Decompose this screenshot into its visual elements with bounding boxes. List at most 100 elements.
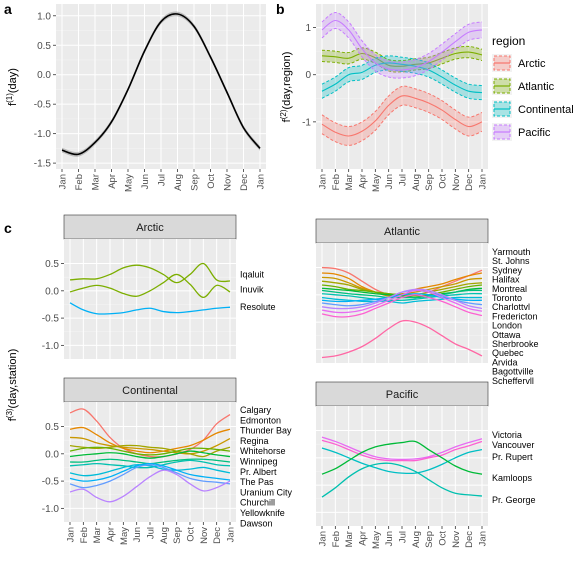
station-label: Winnipeg — [240, 457, 278, 467]
facet-continental-xtick-label: May — [119, 527, 130, 545]
station-label: Sherbrooke — [492, 339, 539, 349]
facet-strip-pacific — [315, 381, 489, 407]
facet-strip-continental — [63, 377, 237, 403]
legend-label-arctic: Arctic — [518, 58, 546, 70]
station-label: Pr. Rupert — [492, 452, 533, 462]
panel-a-xtick-label: Nov — [223, 174, 234, 191]
panel-b-ytick-label: 1 — [305, 23, 311, 34]
station-label: Inuvik — [240, 285, 264, 295]
facet-line-bagottville — [321, 294, 483, 318]
legend-label-pacific: Pacific — [518, 127, 551, 139]
station-label: Montreal — [492, 284, 527, 294]
panel-a-xtick-label: Jan — [256, 174, 267, 189]
facet-lines-atlantic — [321, 266, 483, 359]
panel-b-line-arctic — [321, 95, 483, 137]
facet-pacific-xtick-label: Apr — [358, 531, 369, 546]
facet-yticks-continental: -1.0 -0.5 0.0 0.5 — [42, 422, 64, 515]
facet-pacific-xtick-label: Oct — [438, 531, 449, 546]
panel-a-xtick-label: Jan — [58, 174, 69, 189]
facet-pacific-xtick-label: Aug — [411, 531, 422, 548]
panel-a-ytick-label: -0.5 — [34, 100, 52, 111]
panel-a-xticks: Jan Feb Mar Apr May Jun Jul Aug Sep Oct Nov Dec Jan — [58, 169, 267, 192]
station-label: St. Johns — [492, 256, 530, 266]
facet-xticks-pacific: Jan Feb Mar Apr May Jun Jul Aug Sep Oct Nov Dec Jan — [318, 526, 489, 549]
legend-label-atlantic: Atlantic — [518, 81, 555, 93]
facet-continental-xtick-label: Jan — [226, 527, 237, 542]
facet-arctic-ytick-label: 0.0 — [45, 286, 59, 297]
panel-b-line-continental — [321, 62, 483, 94]
panel-b-xtick-label: Nov — [451, 174, 462, 191]
station-label: Thunder Bay — [240, 426, 292, 436]
facet-pacific-xtick-label: Jan — [478, 531, 489, 546]
facet-line-kamloops — [321, 440, 483, 475]
facet-pacific-xtick-label: Jul — [398, 531, 409, 543]
panel-b-xtick-label: Jan — [318, 174, 329, 189]
legend-key-arctic — [492, 54, 512, 72]
station-label: Yarmouth — [492, 247, 530, 257]
panel-b-xtick-label: Apr — [358, 174, 369, 189]
facet-arctic-ytick-label: -1.0 — [42, 341, 60, 352]
panel-b-xticks: Jan Feb Mar Apr May Jun Jul Aug Sep Oct Nov Dec Jan — [318, 169, 489, 192]
panel-b-marks — [321, 11, 483, 146]
facet-line-dawson — [69, 469, 231, 503]
facet-continental-xtick-label: Nov — [199, 527, 210, 544]
panel-a-xtick-label: Sep — [190, 174, 201, 191]
facet-continental-ytick-label: 0.0 — [45, 449, 59, 460]
facet-continental-xtick-label: Dec — [212, 527, 223, 544]
panel-b-xtick-label: Oct — [438, 174, 449, 189]
facet-pacific-xtick-label: Jun — [384, 531, 395, 546]
facet-xticks-continental: Jan Feb Mar Apr May Jun Jul Aug Sep Oct Nov Dec Jan — [66, 522, 237, 545]
legend: region Arctic Atlantic Continental Pacific — [492, 34, 574, 141]
facet-line-vancouver — [321, 439, 483, 462]
facet-strip-label-continental: Continental — [122, 385, 178, 397]
facet-line-london — [321, 296, 482, 304]
panel-b-yticks: -1 0 1 — [302, 23, 316, 128]
facet-line-the-pas — [69, 459, 231, 469]
panel-a-ytick-label: -1.0 — [34, 129, 52, 140]
panel-a-grid — [56, 4, 266, 169]
panel-a-xtick-label: Aug — [173, 174, 184, 191]
station-label: Regina — [240, 436, 269, 446]
facet-line-winnipeg — [69, 450, 231, 459]
station-label: Whitehorse — [240, 446, 286, 456]
panel-a-ytick-label: 0.0 — [37, 70, 51, 81]
facet-line-victoria — [321, 436, 483, 461]
facet-strip-label-pacific: Pacific — [386, 389, 419, 401]
panel-a-ytick-label: -1.5 — [34, 159, 52, 170]
station-label: London — [492, 321, 522, 331]
panel-a-xtick-label: Oct — [206, 174, 217, 189]
facet-continental-ytick-label: 0.5 — [45, 422, 59, 433]
legend-key-atlantic — [492, 77, 512, 95]
panel-a-ytick-label: 0.5 — [37, 41, 51, 52]
panel-a-ytick-label: 1.0 — [37, 11, 51, 22]
station-label: Quebec — [492, 348, 524, 358]
panel-b: -101 Jan Feb Mar Apr May Jun Jul Aug Sep Oct Nov De… — [279, 4, 489, 192]
station-label: Arvida — [492, 357, 518, 367]
panel-c-facets: Arctic -1.0 -0.5 0.0 0.5 Iqaluit Inuvik Resolut… — [42, 214, 539, 549]
panel-b-upper-atlantic — [321, 45, 483, 62]
facet-continental-xtick-label: Mar — [92, 527, 103, 543]
facet-station-labels-arctic: Iqaluit Inuvik Resolute — [240, 269, 276, 312]
panel-b-lower-pacific — [321, 28, 483, 79]
facet-pacific-xtick-label: Dec — [464, 531, 475, 548]
facet-lines-continental — [69, 408, 231, 503]
facet-continental-xtick-label: Aug — [159, 527, 170, 544]
panel-a-xtick-label: May — [124, 174, 135, 192]
station-label: Vancouver — [492, 440, 534, 450]
panel-b-upper-arctic — [321, 85, 483, 128]
station-label: Pr. George — [492, 495, 536, 505]
facet-strip-label-atlantic: Atlantic — [384, 226, 421, 238]
station-label: Toronto — [492, 293, 522, 303]
panel-b-xtick-label: Jul — [398, 174, 409, 186]
facet-pacific-xtick-label: May — [371, 531, 382, 549]
facet-line-regina — [69, 444, 231, 458]
panel-a-xtick-label: Jun — [140, 174, 151, 189]
panel-b-xtick-label: Dec — [464, 174, 475, 191]
facet-line-whitehorse — [69, 446, 231, 456]
panel-a: -1.5 -1.0 -0.5 0.0 0.5 1.0 Jan Feb Mar Apr May Jun… — [5, 4, 267, 192]
facet-pacific-xtick-label: Nov — [451, 531, 462, 548]
